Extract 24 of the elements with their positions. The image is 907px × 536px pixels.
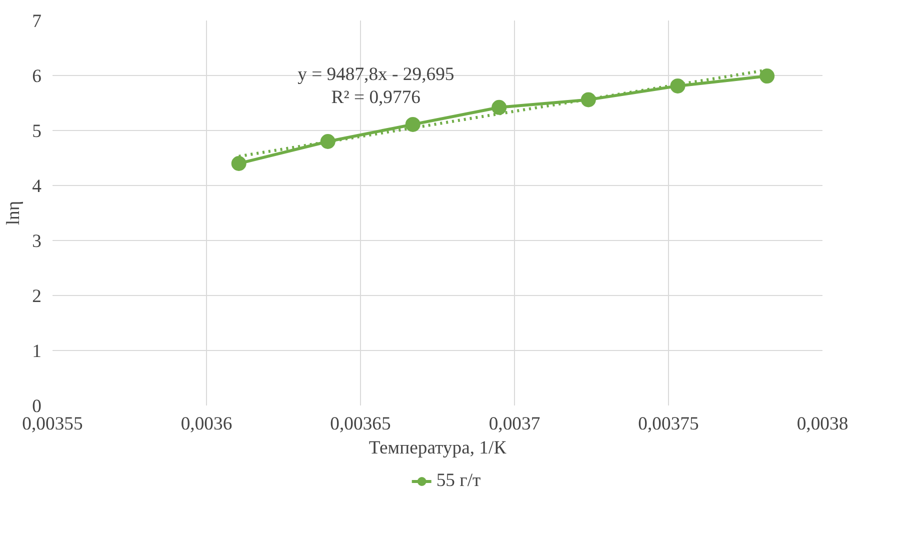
y-tick-label: 5 [32, 121, 42, 142]
point [670, 78, 686, 94]
x-tick-label: 0,0036 [180, 414, 232, 434]
y-tick-label: 6 [32, 66, 42, 87]
point [492, 100, 507, 115]
y-tick-label: 2 [32, 286, 42, 307]
point [231, 156, 246, 171]
x-tick-label: 0,0038 [796, 414, 848, 434]
y-axis-title: lnη [3, 200, 24, 226]
y-tick-label: 4 [32, 176, 42, 197]
legend-label: 55 г/т [436, 470, 481, 492]
x-tick-label: 0,00375 [638, 414, 699, 434]
x-tick-label: 0,0037 [488, 414, 540, 434]
annotation: y = 9487,8x - 29,695 [298, 64, 454, 85]
x-axis-title: Температура, 1/К [368, 438, 507, 458]
x-tick-label: 0,00365 [330, 414, 391, 434]
point [320, 134, 336, 149]
annotation: R² = 0,9776 [331, 87, 421, 108]
point [580, 92, 596, 108]
point [760, 68, 775, 84]
y-tick-label: 3 [32, 231, 42, 252]
y-tick-label: 1 [32, 341, 42, 362]
y-tick-label: 7 [32, 11, 42, 32]
point [405, 116, 420, 132]
